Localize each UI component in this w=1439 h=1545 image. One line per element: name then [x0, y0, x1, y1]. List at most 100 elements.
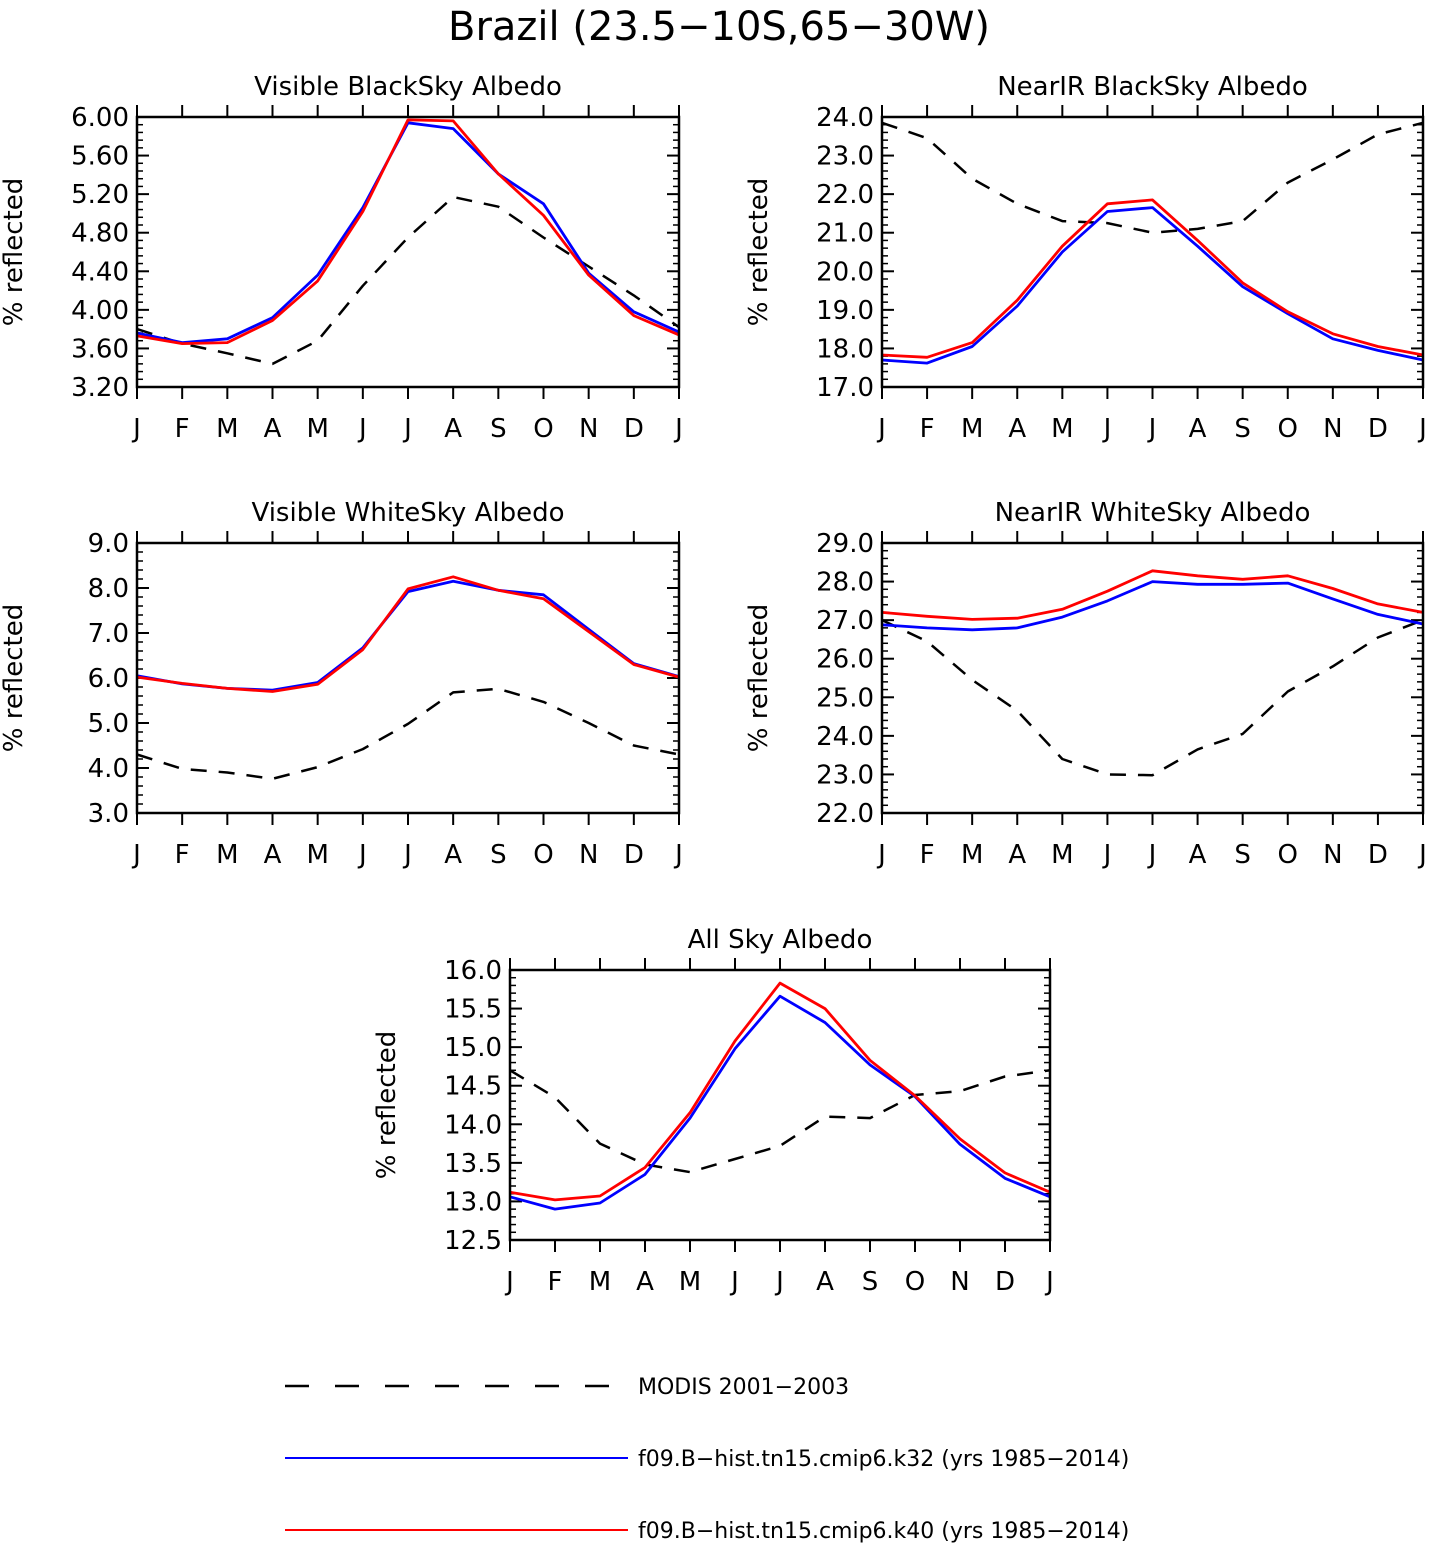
x-tick-label: N — [950, 1267, 969, 1297]
x-tick-label: A — [816, 1267, 834, 1297]
x-tick-label: J — [504, 1267, 514, 1297]
series-line-1 — [136, 195, 680, 366]
x-tick-label: S — [1234, 414, 1251, 444]
x-tick-label: N — [579, 414, 598, 444]
x-tick-label: J — [1147, 414, 1157, 444]
series-line-3 — [881, 569, 1424, 621]
y-tick-label: 22.0 — [816, 180, 874, 210]
y-tick-label: 6.0 — [88, 664, 129, 694]
plot-frame — [135, 115, 681, 389]
y-tick-label: 12.5 — [444, 1226, 502, 1256]
y-axis-label: % reflected — [372, 1031, 402, 1179]
y-tick-label: 24.0 — [816, 722, 874, 752]
x-tick-label: J — [1417, 840, 1427, 870]
x-tick-label: J — [357, 840, 367, 870]
panel-1: Visible BlackSky Albedo % reflected 3.20 3.… — [0, 72, 683, 444]
x-tick-label: M — [961, 840, 983, 870]
x-tick-label: J — [729, 1267, 739, 1297]
x-tick-label: J — [774, 1267, 784, 1297]
y-tick-label: 5.0 — [88, 709, 129, 739]
x-tick-label: M — [1051, 840, 1073, 870]
x-tick-label: F — [175, 840, 190, 870]
plot-frame — [880, 541, 1425, 815]
x-tick-label: M — [216, 414, 238, 444]
legend-item-2: f09.B−hist.tn15.cmip6.k32 (yrs 1985−2014… — [285, 1447, 1129, 1472]
plot-frame — [135, 541, 681, 815]
y-tick-label: 26.0 — [816, 645, 874, 675]
x-tick-label: A — [1189, 840, 1207, 870]
y-tick-label: 4.40 — [71, 257, 129, 287]
series-line-1 — [136, 687, 680, 781]
x-tick-label: A — [444, 414, 462, 444]
x-tick-label: J — [1417, 414, 1427, 444]
x-tick-label: J — [673, 840, 683, 870]
y-tick-label: 3.20 — [71, 373, 129, 403]
x-tick-label: F — [920, 840, 935, 870]
x-tick-label: S — [862, 1267, 879, 1297]
x-tick-label: J — [402, 840, 412, 870]
legend-item-3: f09.B−hist.tn15.cmip6.k40 (yrs 1985−2014… — [285, 1519, 1129, 1544]
x-tick-label: A — [1189, 414, 1207, 444]
x-tick-label: M — [1051, 414, 1073, 444]
panel-2: NearIR BlackSky Albedo % reflected 17.0 18.… — [744, 72, 1427, 444]
x-tick-label: O — [533, 840, 553, 870]
y-tick-label: 25.0 — [816, 683, 874, 713]
x-tick-label: O — [905, 1267, 925, 1297]
y-tick-label: 23.0 — [816, 142, 874, 172]
panel-title: All Sky Albedo — [688, 925, 873, 955]
x-tick-label: S — [490, 414, 507, 444]
y-tick-label: 23.0 — [816, 760, 874, 790]
y-tick-label: 9.0 — [88, 529, 129, 559]
series-line-2 — [509, 994, 1051, 1211]
y-tick-label: 22.0 — [816, 799, 874, 829]
x-tick-label: O — [1278, 840, 1298, 870]
x-tick-label: D — [1368, 840, 1388, 870]
y-tick-label: 20.0 — [816, 257, 874, 287]
x-tick-label: F — [548, 1267, 563, 1297]
y-tick-label: 13.0 — [444, 1187, 502, 1217]
x-tick-label: A — [1008, 840, 1026, 870]
y-tick-label: 16.0 — [444, 956, 502, 986]
y-tick-label: 4.80 — [71, 219, 129, 249]
x-tick-label: M — [961, 414, 983, 444]
x-tick-label: M — [306, 840, 328, 870]
figure-title: Brazil (23.5−10S,65−30W) — [448, 4, 990, 50]
plot-frame — [508, 968, 1052, 1242]
y-tick-label: 18.0 — [816, 334, 874, 364]
y-tick-label: 5.60 — [71, 142, 129, 172]
x-tick-label: M — [589, 1267, 611, 1297]
y-tick-label: 17.0 — [816, 373, 874, 403]
y-tick-label: 5.20 — [71, 180, 129, 210]
y-tick-label: 15.0 — [444, 1033, 502, 1063]
series-line-2 — [881, 206, 1424, 365]
x-tick-label: F — [920, 414, 935, 444]
y-tick-label: 13.5 — [444, 1149, 502, 1179]
series-line-3 — [881, 198, 1424, 359]
panel-5: All Sky Albedo % reflected 12.5 13.0 13.5 14.… — [372, 925, 1054, 1297]
y-axis-label: % reflected — [744, 178, 774, 326]
x-tick-label: D — [624, 414, 644, 444]
series-line-1 — [881, 121, 1424, 234]
x-tick-label: M — [679, 1267, 701, 1297]
x-tick-label: S — [1234, 840, 1251, 870]
x-tick-label: O — [1278, 414, 1298, 444]
x-tick-label: S — [490, 840, 507, 870]
x-tick-label: J — [1102, 840, 1112, 870]
y-tick-label: 6.00 — [71, 103, 129, 133]
x-tick-label: A — [264, 840, 282, 870]
panel-title: NearIR WhiteSky Albedo — [995, 498, 1311, 528]
panel-title: Visible BlackSky Albedo — [254, 72, 562, 102]
x-tick-label: J — [1147, 840, 1157, 870]
x-tick-label: J — [876, 414, 886, 444]
x-tick-label: M — [216, 840, 238, 870]
legend-label: f09.B−hist.tn15.cmip6.k32 (yrs 1985−2014… — [638, 1447, 1129, 1472]
x-tick-label: A — [636, 1267, 654, 1297]
y-tick-label: 7.0 — [88, 619, 129, 649]
y-axis-label: % reflected — [0, 178, 29, 326]
x-tick-label: J — [131, 840, 141, 870]
y-tick-label: 27.0 — [816, 606, 874, 636]
series-line-1 — [881, 618, 1424, 777]
series-line-2 — [136, 579, 680, 692]
series-line-2 — [136, 121, 680, 345]
